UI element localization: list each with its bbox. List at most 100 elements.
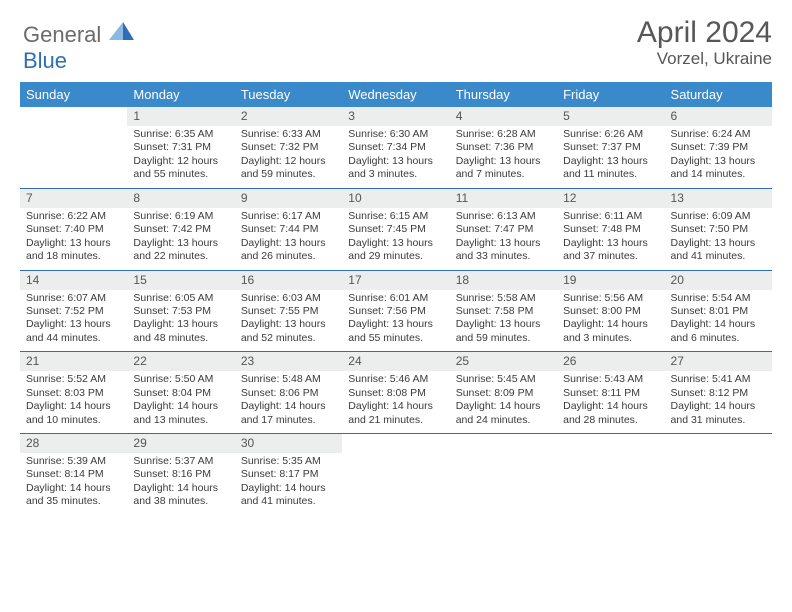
calendar-cell: 26Sunrise: 5:43 AMSunset: 8:11 PMDayligh… — [557, 352, 664, 434]
day-number: 20 — [665, 271, 772, 290]
day-body: Sunrise: 6:33 AMSunset: 7:32 PMDaylight:… — [235, 126, 342, 188]
logo: General Blue — [23, 22, 135, 74]
dow-cell: Thursday — [450, 82, 557, 107]
day-body — [665, 453, 772, 511]
day-number: 14 — [20, 271, 127, 290]
day-body: Sunrise: 5:52 AMSunset: 8:03 PMDaylight:… — [20, 371, 127, 433]
day-body: Sunrise: 5:48 AMSunset: 8:06 PMDaylight:… — [235, 371, 342, 433]
calendar-cell: 7Sunrise: 6:22 AMSunset: 7:40 PMDaylight… — [20, 188, 127, 270]
day-number: 17 — [342, 271, 449, 290]
calendar-cell: 2Sunrise: 6:33 AMSunset: 7:32 PMDaylight… — [235, 107, 342, 188]
day-body — [557, 453, 664, 511]
day-number: 22 — [127, 352, 234, 371]
calendar-cell: 11Sunrise: 6:13 AMSunset: 7:47 PMDayligh… — [450, 188, 557, 270]
day-body: Sunrise: 5:56 AMSunset: 8:00 PMDaylight:… — [557, 290, 664, 352]
day-body: Sunrise: 6:19 AMSunset: 7:42 PMDaylight:… — [127, 208, 234, 270]
calendar-cell: 1Sunrise: 6:35 AMSunset: 7:31 PMDaylight… — [127, 107, 234, 188]
day-number — [450, 434, 557, 453]
day-body: Sunrise: 5:35 AMSunset: 8:17 PMDaylight:… — [235, 453, 342, 515]
day-number: 16 — [235, 271, 342, 290]
day-body: Sunrise: 5:43 AMSunset: 8:11 PMDaylight:… — [557, 371, 664, 433]
calendar-cell: 6Sunrise: 6:24 AMSunset: 7:39 PMDaylight… — [665, 107, 772, 188]
calendar-cell: 3Sunrise: 6:30 AMSunset: 7:34 PMDaylight… — [342, 107, 449, 188]
day-body: Sunrise: 5:37 AMSunset: 8:16 PMDaylight:… — [127, 453, 234, 515]
day-body — [342, 453, 449, 511]
calendar-cell: 28Sunrise: 5:39 AMSunset: 8:14 PMDayligh… — [20, 434, 127, 515]
day-number: 25 — [450, 352, 557, 371]
day-body: Sunrise: 6:13 AMSunset: 7:47 PMDaylight:… — [450, 208, 557, 270]
logo-sail-icon — [109, 22, 135, 42]
calendar-cell: 16Sunrise: 6:03 AMSunset: 7:55 PMDayligh… — [235, 270, 342, 352]
calendar-week: 21Sunrise: 5:52 AMSunset: 8:03 PMDayligh… — [20, 352, 772, 434]
logo-text: General Blue — [23, 22, 135, 74]
day-of-week-header: SundayMondayTuesdayWednesdayThursdayFrid… — [20, 82, 772, 107]
calendar-cell: 15Sunrise: 6:05 AMSunset: 7:53 PMDayligh… — [127, 270, 234, 352]
calendar-page: General Blue April 2024 Vorzel, Ukraine … — [0, 0, 792, 612]
day-number: 10 — [342, 189, 449, 208]
calendar-cell — [450, 434, 557, 515]
day-number: 9 — [235, 189, 342, 208]
calendar-cell: 5Sunrise: 6:26 AMSunset: 7:37 PMDaylight… — [557, 107, 664, 188]
calendar-cell: 4Sunrise: 6:28 AMSunset: 7:36 PMDaylight… — [450, 107, 557, 188]
day-number: 7 — [20, 189, 127, 208]
day-body: Sunrise: 6:03 AMSunset: 7:55 PMDaylight:… — [235, 290, 342, 352]
day-number: 21 — [20, 352, 127, 371]
calendar-week: 28Sunrise: 5:39 AMSunset: 8:14 PMDayligh… — [20, 434, 772, 515]
calendar-cell: 14Sunrise: 6:07 AMSunset: 7:52 PMDayligh… — [20, 270, 127, 352]
calendar-cell: 21Sunrise: 5:52 AMSunset: 8:03 PMDayligh… — [20, 352, 127, 434]
day-number: 18 — [450, 271, 557, 290]
day-body: Sunrise: 5:58 AMSunset: 7:58 PMDaylight:… — [450, 290, 557, 352]
day-body: Sunrise: 6:07 AMSunset: 7:52 PMDaylight:… — [20, 290, 127, 352]
day-body: Sunrise: 6:11 AMSunset: 7:48 PMDaylight:… — [557, 208, 664, 270]
calendar-cell — [557, 434, 664, 515]
day-number: 3 — [342, 107, 449, 126]
calendar-cell — [342, 434, 449, 515]
calendar-cell: 13Sunrise: 6:09 AMSunset: 7:50 PMDayligh… — [665, 188, 772, 270]
calendar-cell — [665, 434, 772, 515]
calendar-cell: 24Sunrise: 5:46 AMSunset: 8:08 PMDayligh… — [342, 352, 449, 434]
day-number: 23 — [235, 352, 342, 371]
day-number: 29 — [127, 434, 234, 453]
day-body: Sunrise: 5:46 AMSunset: 8:08 PMDaylight:… — [342, 371, 449, 433]
calendar-cell: 19Sunrise: 5:56 AMSunset: 8:00 PMDayligh… — [557, 270, 664, 352]
day-number: 1 — [127, 107, 234, 126]
day-number: 30 — [235, 434, 342, 453]
day-body: Sunrise: 5:54 AMSunset: 8:01 PMDaylight:… — [665, 290, 772, 352]
day-body: Sunrise: 5:45 AMSunset: 8:09 PMDaylight:… — [450, 371, 557, 433]
calendar-cell: 25Sunrise: 5:45 AMSunset: 8:09 PMDayligh… — [450, 352, 557, 434]
day-body: Sunrise: 6:01 AMSunset: 7:56 PMDaylight:… — [342, 290, 449, 352]
day-number: 4 — [450, 107, 557, 126]
day-body: Sunrise: 6:28 AMSunset: 7:36 PMDaylight:… — [450, 126, 557, 188]
dow-cell: Friday — [557, 82, 664, 107]
dow-cell: Saturday — [665, 82, 772, 107]
title-block: April 2024 Vorzel, Ukraine — [637, 16, 772, 69]
calendar-cell: 29Sunrise: 5:37 AMSunset: 8:16 PMDayligh… — [127, 434, 234, 515]
page-title: April 2024 — [637, 16, 772, 49]
day-body: Sunrise: 6:24 AMSunset: 7:39 PMDaylight:… — [665, 126, 772, 188]
logo-text-part1: General — [23, 22, 101, 47]
day-number — [342, 434, 449, 453]
page-header: General Blue April 2024 Vorzel, Ukraine — [20, 16, 772, 74]
dow-cell: Monday — [127, 82, 234, 107]
calendar-cell: 30Sunrise: 5:35 AMSunset: 8:17 PMDayligh… — [235, 434, 342, 515]
day-number: 26 — [557, 352, 664, 371]
day-body — [450, 453, 557, 511]
dow-cell: Tuesday — [235, 82, 342, 107]
day-number: 5 — [557, 107, 664, 126]
day-body: Sunrise: 6:15 AMSunset: 7:45 PMDaylight:… — [342, 208, 449, 270]
day-body — [20, 126, 127, 184]
logo-text-part2: Blue — [23, 48, 67, 73]
calendar-cell: 20Sunrise: 5:54 AMSunset: 8:01 PMDayligh… — [665, 270, 772, 352]
calendar-cell — [20, 107, 127, 188]
day-body: Sunrise: 5:50 AMSunset: 8:04 PMDaylight:… — [127, 371, 234, 433]
day-number: 15 — [127, 271, 234, 290]
calendar-cell: 10Sunrise: 6:15 AMSunset: 7:45 PMDayligh… — [342, 188, 449, 270]
day-number: 12 — [557, 189, 664, 208]
calendar-cell: 18Sunrise: 5:58 AMSunset: 7:58 PMDayligh… — [450, 270, 557, 352]
day-number: 11 — [450, 189, 557, 208]
calendar-cell: 12Sunrise: 6:11 AMSunset: 7:48 PMDayligh… — [557, 188, 664, 270]
day-number — [20, 107, 127, 126]
dow-cell: Wednesday — [342, 82, 449, 107]
calendar-cell: 17Sunrise: 6:01 AMSunset: 7:56 PMDayligh… — [342, 270, 449, 352]
calendar-body: 1Sunrise: 6:35 AMSunset: 7:31 PMDaylight… — [20, 107, 772, 515]
